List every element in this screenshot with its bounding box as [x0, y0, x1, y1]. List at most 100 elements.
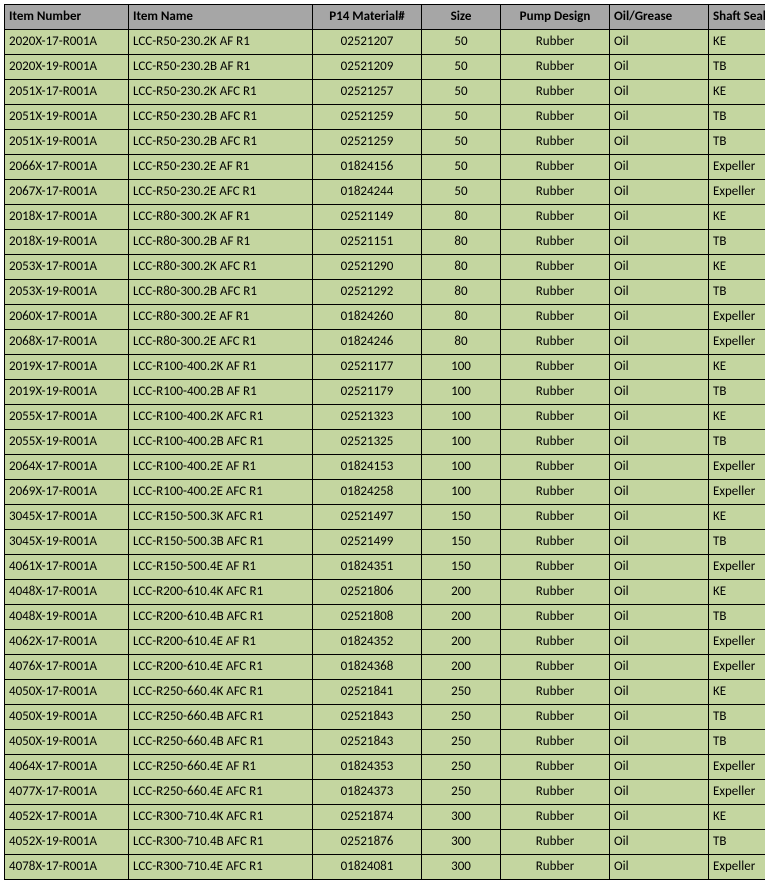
- cell-pump: Rubber: [501, 230, 610, 255]
- cell-size: 200: [422, 580, 501, 605]
- cell-pump: Rubber: [501, 305, 610, 330]
- cell-item_number: 4052X-17-R001A: [5, 805, 129, 830]
- cell-item_name: LCC-R200-610.4K AFC R1: [129, 580, 313, 605]
- cell-material: 02521257: [313, 80, 422, 105]
- cell-material: 02521207: [313, 30, 422, 55]
- column-header-seal: Shaft Seal: [709, 5, 765, 30]
- cell-seal: Expeller: [709, 555, 765, 580]
- table-row: 2051X-19-R001ALCC-R50-230.2B AFC R102521…: [5, 105, 765, 130]
- cell-seal: KE: [709, 805, 765, 830]
- cell-item_number: 2053X-19-R001A: [5, 280, 129, 305]
- cell-size: 80: [422, 205, 501, 230]
- table-row: 4077X-17-R001ALCC-R250-660.4E AFC R10182…: [5, 780, 765, 805]
- cell-size: 50: [422, 105, 501, 130]
- cell-material: 01824244: [313, 180, 422, 205]
- cell-item_number: 3045X-19-R001A: [5, 530, 129, 555]
- cell-item_name: LCC-R100-400.2E AFC R1: [129, 480, 313, 505]
- cell-item_number: 4076X-17-R001A: [5, 655, 129, 680]
- cell-item_number: 2019X-19-R001A: [5, 380, 129, 405]
- table-row: 2019X-17-R001ALCC-R100-400.2K AF R102521…: [5, 355, 765, 380]
- cell-item_name: LCC-R50-230.2B AFC R1: [129, 130, 313, 155]
- cell-size: 300: [422, 830, 501, 855]
- cell-item_number: 4061X-17-R001A: [5, 555, 129, 580]
- cell-pump: Rubber: [501, 680, 610, 705]
- cell-item_number: 2020X-17-R001A: [5, 30, 129, 55]
- cell-item_name: LCC-R50-230.2E AFC R1: [129, 180, 313, 205]
- cell-item_name: LCC-R80-300.2B AFC R1: [129, 280, 313, 305]
- cell-oil: Oil: [610, 705, 709, 730]
- table-row: 4048X-19-R001ALCC-R200-610.4B AFC R10252…: [5, 605, 765, 630]
- cell-oil: Oil: [610, 530, 709, 555]
- cell-material: 01824351: [313, 555, 422, 580]
- table-row: 4062X-17-R001ALCC-R200-610.4E AF R101824…: [5, 630, 765, 655]
- cell-oil: Oil: [610, 355, 709, 380]
- cell-item_name: LCC-R200-610.4E AFC R1: [129, 655, 313, 680]
- cell-pump: Rubber: [501, 105, 610, 130]
- column-header-material: P14 Material#: [313, 5, 422, 30]
- table-row: 2055X-19-R001ALCC-R100-400.2B AFC R10252…: [5, 430, 765, 455]
- cell-oil: Oil: [610, 855, 709, 880]
- table-row: 3045X-19-R001ALCC-R150-500.3B AFC R10252…: [5, 530, 765, 555]
- cell-item_number: 2051X-19-R001A: [5, 105, 129, 130]
- cell-size: 50: [422, 180, 501, 205]
- cell-oil: Oil: [610, 180, 709, 205]
- column-header-size: Size: [422, 5, 501, 30]
- cell-item_number: 2018X-19-R001A: [5, 230, 129, 255]
- cell-item_number: 4064X-17-R001A: [5, 755, 129, 780]
- cell-oil: Oil: [610, 730, 709, 755]
- cell-item_name: LCC-R200-610.4E AF R1: [129, 630, 313, 655]
- table-row: 2051X-19-R001ALCC-R50-230.2B AFC R102521…: [5, 130, 765, 155]
- cell-item_number: 2051X-17-R001A: [5, 80, 129, 105]
- cell-material: 01824081: [313, 855, 422, 880]
- cell-pump: Rubber: [501, 380, 610, 405]
- table-row: 2064X-17-R001ALCC-R100-400.2E AF R101824…: [5, 455, 765, 480]
- table-row: 2019X-19-R001ALCC-R100-400.2B AF R102521…: [5, 380, 765, 405]
- cell-oil: Oil: [610, 480, 709, 505]
- cell-seal: TB: [709, 830, 765, 855]
- cell-oil: Oil: [610, 680, 709, 705]
- table-row: 4050X-19-R001ALCC-R250-660.4B AFC R10252…: [5, 705, 765, 730]
- cell-item_name: LCC-R150-500.3K AFC R1: [129, 505, 313, 530]
- pump-spec-table: Item NumberItem NameP14 Material#SizePum…: [4, 4, 765, 880]
- cell-size: 250: [422, 780, 501, 805]
- cell-material: 02521843: [313, 730, 422, 755]
- cell-pump: Rubber: [501, 280, 610, 305]
- cell-pump: Rubber: [501, 55, 610, 80]
- table-row: 2018X-19-R001ALCC-R80-300.2B AF R1025211…: [5, 230, 765, 255]
- cell-pump: Rubber: [501, 180, 610, 205]
- cell-item_name: LCC-R50-230.2B AFC R1: [129, 105, 313, 130]
- cell-seal: Expeller: [709, 480, 765, 505]
- cell-size: 200: [422, 655, 501, 680]
- cell-oil: Oil: [610, 255, 709, 280]
- table-row: 2066X-17-R001ALCC-R50-230.2E AF R1018241…: [5, 155, 765, 180]
- cell-item_number: 2020X-19-R001A: [5, 55, 129, 80]
- column-header-pump: Pump Design: [501, 5, 610, 30]
- cell-item_number: 2066X-17-R001A: [5, 155, 129, 180]
- cell-pump: Rubber: [501, 555, 610, 580]
- cell-size: 300: [422, 805, 501, 830]
- cell-size: 80: [422, 280, 501, 305]
- cell-item_number: 2064X-17-R001A: [5, 455, 129, 480]
- cell-item_number: 2060X-17-R001A: [5, 305, 129, 330]
- table-row: 4050X-17-R001ALCC-R250-660.4K AFC R10252…: [5, 680, 765, 705]
- table-row: 4061X-17-R001ALCC-R150-500.4E AF R101824…: [5, 555, 765, 580]
- table-row: 2060X-17-R001ALCC-R80-300.2E AF R1018242…: [5, 305, 765, 330]
- cell-pump: Rubber: [501, 780, 610, 805]
- cell-pump: Rubber: [501, 630, 610, 655]
- cell-material: 02521843: [313, 705, 422, 730]
- cell-item_number: 4052X-19-R001A: [5, 830, 129, 855]
- cell-pump: Rubber: [501, 480, 610, 505]
- cell-material: 02521808: [313, 605, 422, 630]
- cell-pump: Rubber: [501, 430, 610, 455]
- cell-pump: Rubber: [501, 605, 610, 630]
- cell-item_name: LCC-R100-400.2K AF R1: [129, 355, 313, 380]
- cell-seal: KE: [709, 405, 765, 430]
- cell-seal: KE: [709, 80, 765, 105]
- cell-item_number: 2019X-17-R001A: [5, 355, 129, 380]
- table-row: 2018X-17-R001ALCC-R80-300.2K AF R1025211…: [5, 205, 765, 230]
- cell-pump: Rubber: [501, 330, 610, 355]
- table-row: 2055X-17-R001ALCC-R100-400.2K AFC R10252…: [5, 405, 765, 430]
- cell-material: 02521874: [313, 805, 422, 830]
- cell-size: 80: [422, 255, 501, 280]
- cell-seal: TB: [709, 230, 765, 255]
